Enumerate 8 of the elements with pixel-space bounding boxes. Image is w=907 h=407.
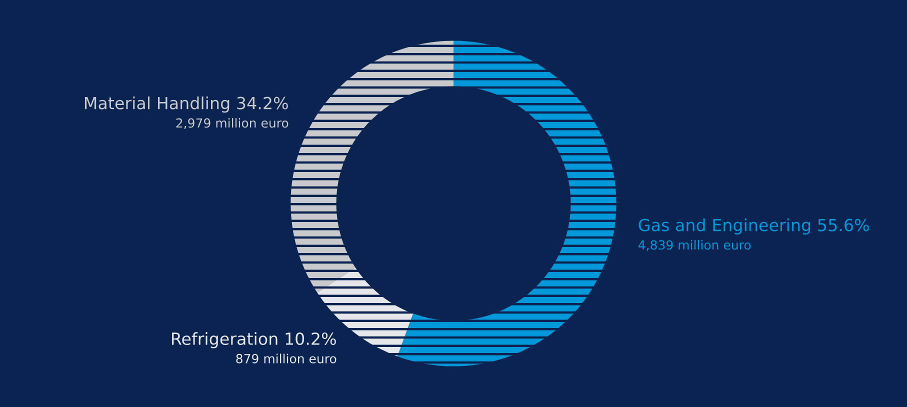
slice-label: Refrigeration 10.2% [172, 332, 336, 348]
text: 2,979 million euro [176, 118, 288, 130]
donut-slice [290, 40, 454, 292]
slice-label: Gas and Engineering 55.6% [638, 218, 869, 235]
donut-slice [397, 40, 616, 366]
text: 879 million euro [236, 354, 336, 364]
slice-label: Material Handling 34.2% [84, 96, 288, 113]
text: 4,839 million euro [638, 240, 751, 251]
